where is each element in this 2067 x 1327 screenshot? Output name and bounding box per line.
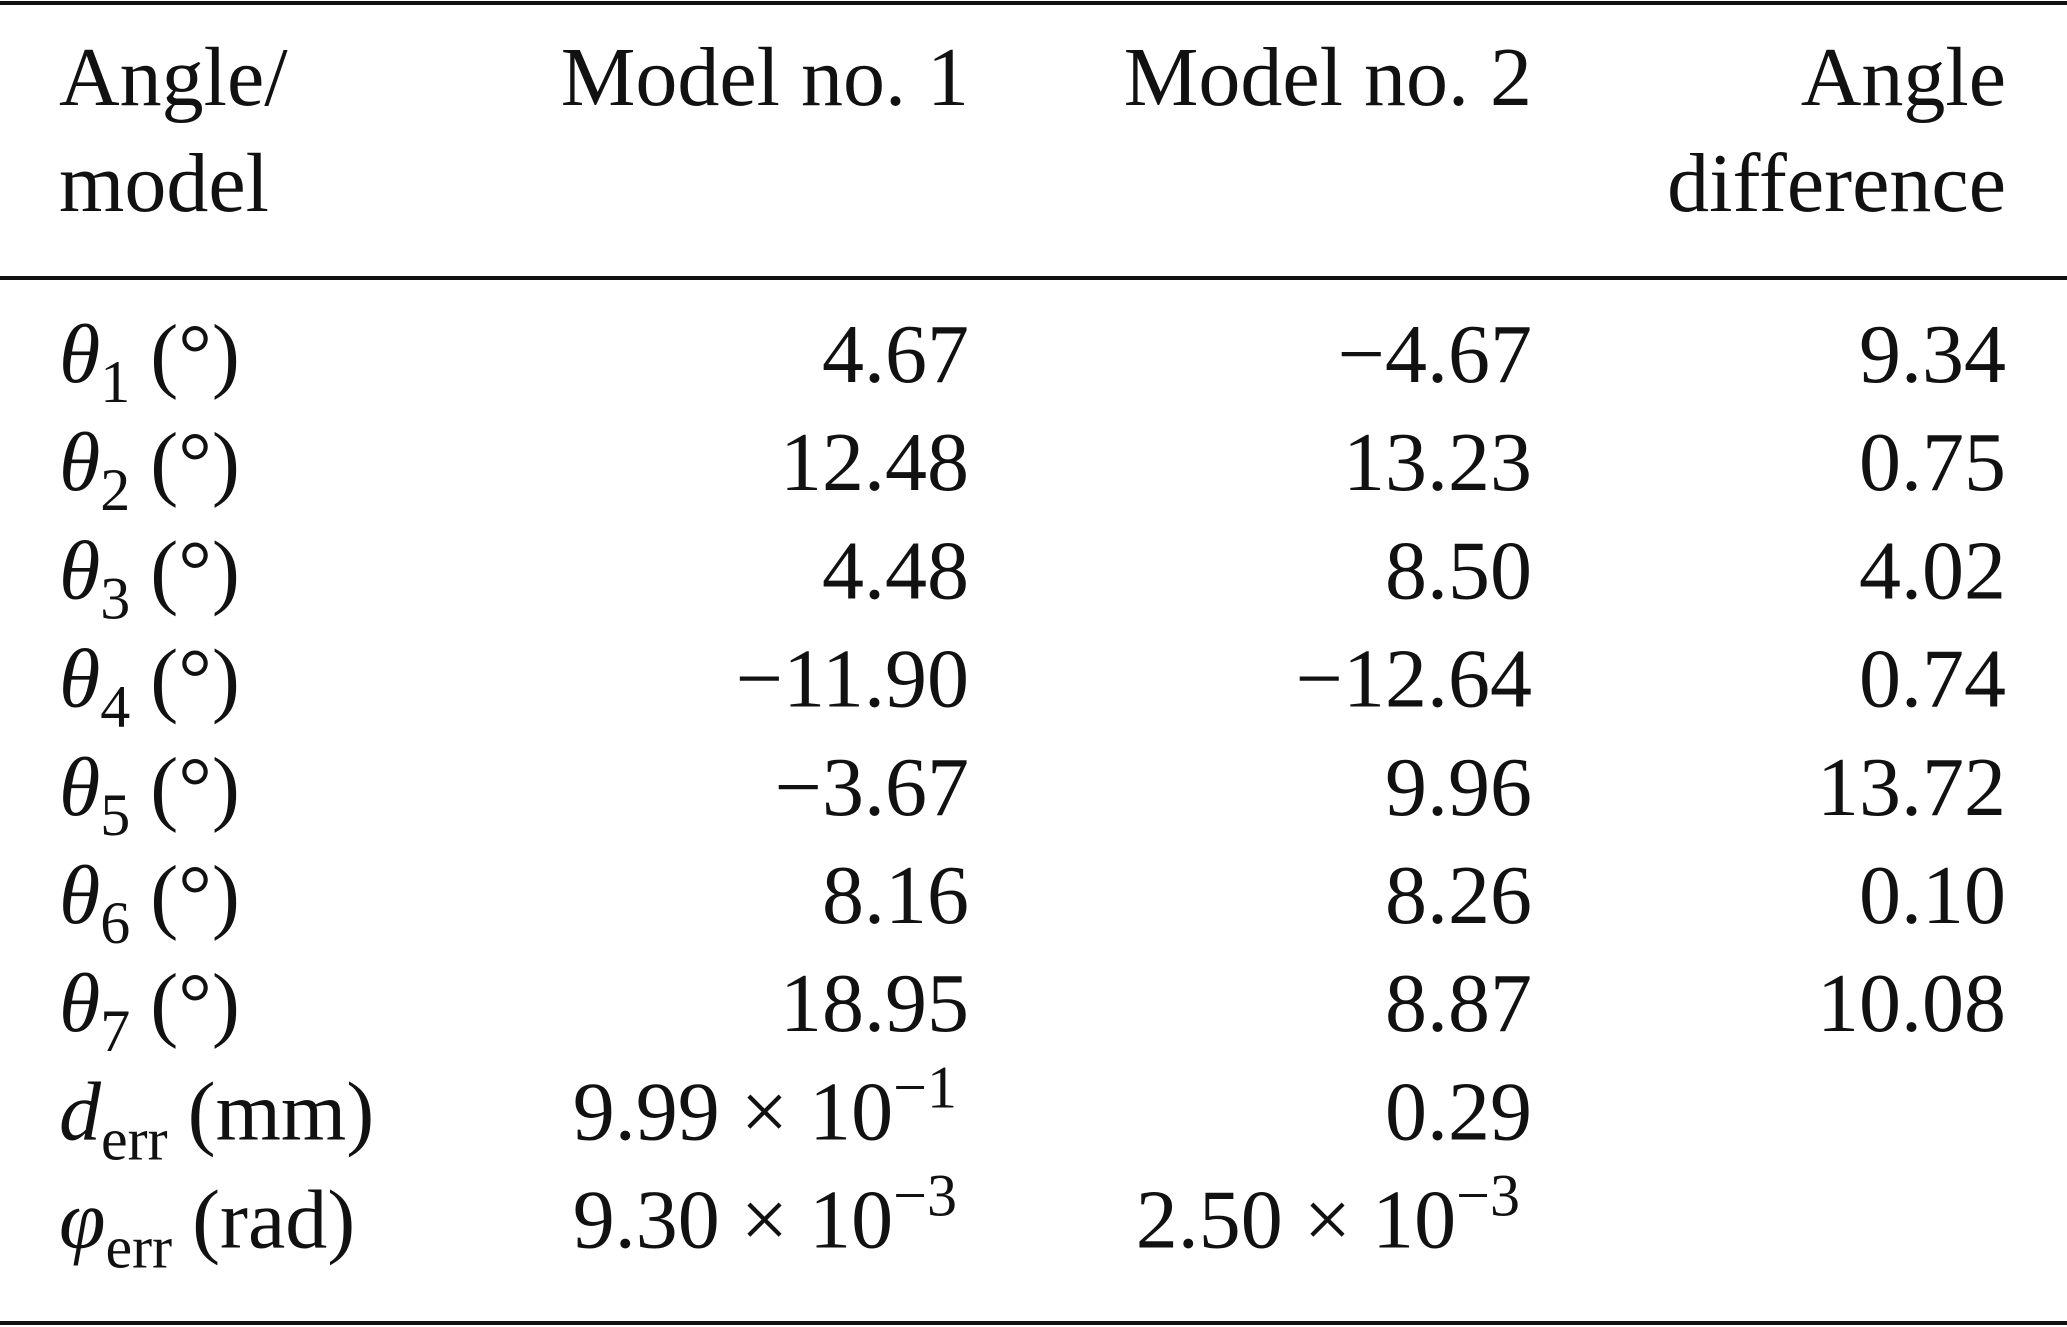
label-unit: (°) [150, 308, 240, 401]
label-subscript: 3 [100, 565, 130, 631]
header-cell: model [59, 137, 269, 230]
label-subscript: 7 [100, 998, 130, 1064]
label-subscript: err [105, 1215, 172, 1281]
cell: 0.29 [1385, 1065, 1532, 1158]
cell-exponent: −3 [1456, 1163, 1520, 1229]
label-subscript: 2 [100, 457, 130, 523]
cell: 9.30 × 10−3 [573, 1163, 957, 1267]
cell-exponent: −1 [893, 1054, 957, 1120]
label-symbol: θ [59, 308, 100, 401]
row-label: θ7 (°) [59, 957, 240, 1064]
cell: 0.74 [1859, 633, 2006, 726]
header-cell: Model no. 2 [1124, 31, 1532, 124]
cell: −3.67 [775, 741, 969, 834]
row-label: θ6 (°) [59, 849, 240, 956]
label-symbol: φ [59, 1174, 105, 1267]
cell-mantissa: 9.99 × 10 [573, 1065, 893, 1158]
cell: −12.64 [1296, 633, 1532, 726]
header-cell: Angle/ [59, 31, 288, 124]
row-label: derr (mm) [59, 1065, 374, 1172]
cell: −11.90 [736, 633, 969, 726]
cell: 4.02 [1859, 524, 2006, 617]
cell: 4.48 [822, 524, 969, 617]
cell: 12.48 [780, 416, 969, 509]
cell: −4.67 [1338, 308, 1532, 401]
cell: 2.50 × 10−3 [1136, 1163, 1520, 1267]
row-label: θ5 (°) [59, 741, 240, 848]
label-symbol: θ [59, 633, 100, 726]
row-label: θ3 (°) [59, 524, 240, 631]
cell-mantissa: 9.30 × 10 [573, 1174, 893, 1267]
label-symbol: θ [59, 524, 100, 617]
cell: 9.34 [1859, 308, 2006, 401]
label-unit: (°) [150, 849, 240, 942]
cell: 18.95 [780, 957, 969, 1050]
cell-exponent: −3 [893, 1163, 957, 1229]
cell: 0.75 [1859, 416, 2006, 509]
label-unit: (mm) [188, 1065, 375, 1158]
row-label: θ1 (°) [59, 308, 240, 415]
label-unit: (°) [150, 633, 240, 726]
label-unit: (°) [150, 524, 240, 617]
header-cell: difference [1667, 137, 2006, 230]
label-symbol: d [59, 1065, 102, 1158]
label-unit: (°) [150, 741, 240, 834]
header-cell: Model no. 1 [561, 31, 969, 124]
label-subscript: err [101, 1106, 168, 1172]
label-symbol: θ [59, 957, 100, 1050]
cell: 13.23 [1343, 416, 1532, 509]
cell: 8.26 [1385, 849, 1532, 942]
row-label: θ4 (°) [59, 633, 240, 740]
header-cell: Angle [1801, 31, 2006, 124]
label-subscript: 1 [100, 349, 130, 415]
cell: 4.67 [822, 308, 969, 401]
row-label: θ2 (°) [59, 416, 240, 523]
cell: 8.87 [1385, 957, 1532, 1050]
cell: 8.50 [1385, 524, 1532, 617]
cell: 13.72 [1817, 741, 2006, 834]
cell-mantissa: 2.50 × 10 [1136, 1174, 1456, 1267]
cell: 8.16 [822, 849, 969, 942]
label-unit: (°) [150, 957, 240, 1050]
cell: 9.99 × 10−1 [573, 1054, 957, 1158]
label-symbol: θ [59, 416, 100, 509]
label-symbol: θ [59, 741, 100, 834]
cell: 9.96 [1385, 741, 1532, 834]
label-subscript: 6 [100, 890, 130, 956]
label-symbol: θ [59, 849, 100, 942]
label-unit: (rad) [192, 1174, 355, 1267]
cell: 10.08 [1817, 957, 2006, 1050]
row-label: φerr (rad) [59, 1174, 355, 1281]
label-subscript: 5 [100, 782, 130, 848]
label-subscript: 4 [100, 674, 130, 740]
cell: 0.10 [1859, 849, 2006, 942]
label-unit: (°) [150, 416, 240, 509]
